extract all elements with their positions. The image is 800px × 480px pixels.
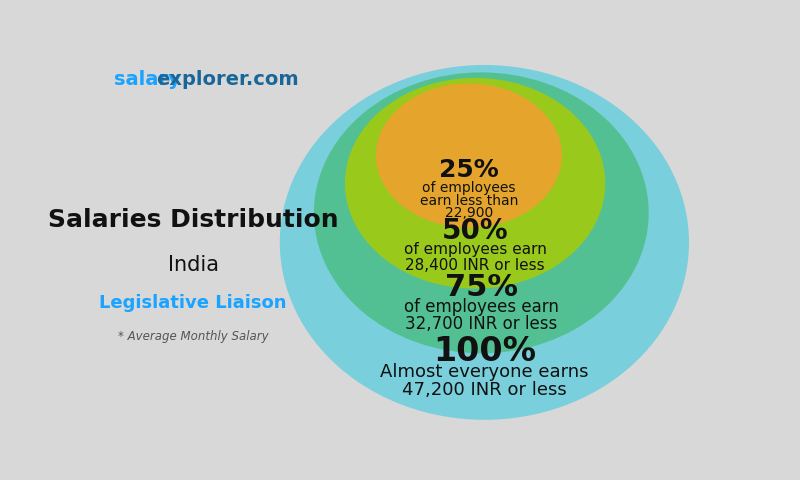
Text: earn less than: earn less than [420, 193, 518, 208]
Text: 22,900: 22,900 [445, 206, 493, 220]
Text: 75%: 75% [445, 273, 518, 302]
Text: Legislative Liaison: Legislative Liaison [99, 294, 286, 312]
Ellipse shape [314, 72, 649, 353]
Text: * Average Monthly Salary: * Average Monthly Salary [118, 330, 268, 343]
Ellipse shape [280, 65, 689, 420]
Text: of employees: of employees [422, 181, 516, 195]
Text: 32,700 INR or less: 32,700 INR or less [405, 315, 558, 333]
Text: Almost everyone earns: Almost everyone earns [380, 363, 589, 381]
Text: 28,400 INR or less: 28,400 INR or less [406, 258, 545, 273]
Text: 47,200 INR or less: 47,200 INR or less [402, 381, 566, 399]
Ellipse shape [376, 84, 562, 228]
Text: Salaries Distribution: Salaries Distribution [48, 208, 338, 232]
Text: of employees earn: of employees earn [404, 298, 558, 316]
Text: India: India [167, 254, 218, 275]
Ellipse shape [345, 78, 606, 288]
Text: salary: salary [114, 70, 180, 89]
Text: of employees earn: of employees earn [404, 242, 546, 257]
Text: 100%: 100% [433, 335, 536, 368]
Text: 25%: 25% [439, 158, 498, 182]
Text: 50%: 50% [442, 217, 509, 245]
Text: explorer.com: explorer.com [156, 70, 298, 89]
